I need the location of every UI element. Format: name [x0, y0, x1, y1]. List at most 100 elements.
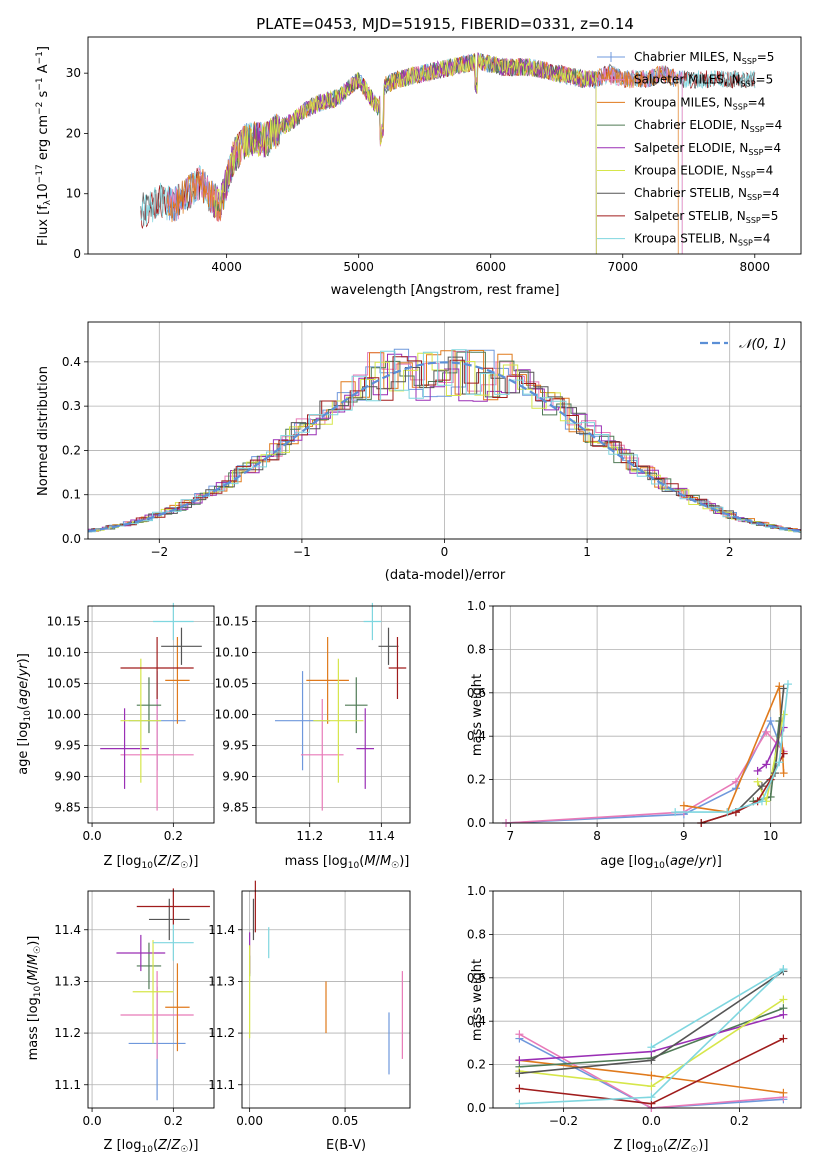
mw-z-ylabel: mass weight: [470, 959, 485, 1041]
age-vs-metallicity-panel: 0.0 0.2 9.85 9.90 9.95 10.00 10.05 10.10 10.15: [47, 602, 215, 843]
x-tick-label: 0.2: [164, 1114, 183, 1128]
age-mass-xlabel: mass [log10(M/M☉)]: [285, 854, 410, 871]
y-tick-label: 11.3: [54, 974, 81, 988]
figure-title: PLATE=0453, MJD=51915, FIBERID=0331, z=0…: [256, 15, 634, 33]
x-tick-label: 2: [726, 545, 734, 559]
spectrum-line-krou_elodie: [213, 53, 597, 254]
y-tick-label: 11.2: [208, 1026, 235, 1040]
mass-z-xlabel: Z [log10(Z/Z☉)]: [104, 1138, 199, 1155]
mw-z-xlabel: Z [log10(Z/Z☉)]: [614, 1138, 709, 1155]
residuals-xlabel: (data-model)/error: [385, 568, 506, 583]
y-tick-label: 9.95: [54, 739, 81, 753]
y-tick-label: 0.4: [467, 1014, 486, 1028]
y-tick-label: 0.3: [62, 399, 81, 413]
axes-frame: [87, 36, 802, 255]
residuals-ylabel: Normed distribution: [36, 366, 51, 496]
y-tick-label: 11.4: [208, 923, 235, 937]
y-tick-label: 0.6: [467, 971, 486, 985]
y-tick-label: 10.10: [47, 646, 81, 660]
legend-label-salp_stelib: Salpeter STELIB, NSSP=5: [634, 209, 778, 225]
mw-line-krou_stelib: [650, 968, 784, 1048]
age-z-xlabel: Z [log10(Z/Z☉)]: [104, 854, 199, 871]
axes-frame: [492, 890, 802, 1109]
y-tick-label: 11.4: [54, 923, 81, 937]
mw-line-chab_stelib: [700, 688, 785, 824]
mass-vs-ebv-panel: 0.00 0.05 11.1 11.2 11.3 11.4: [208, 880, 411, 1128]
residual-hist-chab_elodie: [88, 351, 801, 533]
y-tick-label: 9.85: [54, 801, 81, 815]
y-tick-label: 0.0: [467, 816, 486, 830]
x-tick-label: 4000: [211, 260, 242, 274]
normal-curve: [87, 361, 802, 533]
legend-label-krou_stelib: Kroupa STELIB, NSSP=4: [634, 232, 771, 248]
legend-label-chab_miles: Chabrier MILES, NSSP=5: [634, 50, 774, 66]
x-tick-label: 8: [593, 829, 601, 843]
legend-label-normal: 𝒩(0, 1): [739, 337, 786, 352]
x-tick-label: 11.4: [368, 829, 395, 843]
axes-frame: [255, 605, 411, 824]
legend-label-krou_elodie: Kroupa ELODIE, NSSP=4: [634, 164, 773, 180]
x-tick-label: −0.2: [549, 1114, 578, 1128]
mw-age-ylabel: mass weight: [470, 674, 485, 756]
spectrum-panel: 4000 5000 6000 7000 8000 0 10 20 30 Chabrier MILE…: [66, 36, 802, 274]
mass-vs-metallicity-panel: 0.0 0.2 11.1 11.2 11.3 11.4: [54, 888, 215, 1128]
mass-weight-vs-metallicity-panel: −0.2 0.0 0.2 0.0 0.2 0.4 0.6 0.8 1.0: [467, 884, 802, 1128]
y-tick-label: 9.90: [54, 770, 81, 784]
y-tick-label: 10.05: [47, 677, 81, 691]
y-tick-label: 9.90: [222, 770, 249, 784]
axes-frame: [87, 321, 802, 540]
residuals-panel: −2 −1 0 1 2 0.0 0.1 0.2 0.3 0.4 𝒩(0, 1): [62, 321, 802, 559]
residual-hist-chab_stelib: [88, 356, 801, 533]
y-tick-label: 0.1: [62, 488, 81, 502]
x-tick-label: 9: [680, 829, 688, 843]
y-tick-label: 0.0: [467, 1101, 486, 1115]
y-tick-label: 0.4: [62, 355, 81, 369]
legend-label-krou_miles: Kroupa MILES, NSSP=4: [634, 95, 765, 111]
x-tick-label: 1: [583, 545, 591, 559]
axes-frame: [492, 605, 802, 824]
legend-label-chab_elodie: Chabrier ELODIE, NSSP=4: [634, 118, 782, 134]
y-tick-label: 0.2: [467, 773, 486, 787]
x-tick-label: 0.05: [332, 1114, 359, 1128]
spectrum-legend: Chabrier MILES, NSSP=5 Salpeter MILES, NS…: [597, 50, 782, 248]
y-tick-label: 0.2: [62, 443, 81, 457]
x-tick-label: 7: [507, 829, 515, 843]
x-tick-label: −1: [293, 545, 311, 559]
y-tick-label: 10.15: [47, 615, 81, 629]
axes-frame: [241, 890, 411, 1109]
mass-weight-vs-age-panel: 7 8 9 10 0.0 0.2 0.4 0.6 0.8 1.0: [467, 599, 802, 843]
residual-hist-salp_stelib: [88, 356, 801, 532]
y-tick-label: 9.95: [222, 739, 249, 753]
spectrum-line-chab_elodie: [213, 54, 597, 254]
legend-label-salp_elodie: Salpeter ELODIE, NSSP=4: [634, 141, 781, 157]
x-tick-label: 0.0: [83, 1114, 102, 1128]
y-tick-label: 0: [73, 247, 81, 261]
x-tick-label: 0.0: [83, 829, 102, 843]
y-tick-label: 0.6: [467, 686, 486, 700]
x-tick-label: 0: [441, 545, 449, 559]
y-tick-label: 10.15: [215, 615, 249, 629]
y-tick-label: 0.4: [467, 729, 486, 743]
axes-frame: [87, 890, 215, 1109]
y-tick-label: 10.00: [47, 708, 81, 722]
x-tick-label: 10: [763, 829, 778, 843]
x-tick-label: 7000: [607, 260, 638, 274]
mass-z-ylabel: mass [log10(M/M☉)]: [26, 936, 43, 1061]
x-tick-label: 6000: [475, 260, 506, 274]
mw-line-krou_miles: [683, 685, 785, 813]
spectrum-xlabel: wavelength [Angstrom, rest frame]: [331, 283, 560, 298]
x-tick-label: 0.2: [164, 829, 183, 843]
x-tick-label: 8000: [740, 260, 771, 274]
x-tick-label: 11.2: [296, 829, 323, 843]
ebv-xlabel: E(B-V): [326, 1138, 366, 1153]
age-z-ylabel: age [log10(age/yr)]: [16, 653, 33, 775]
axes-frame: [87, 605, 215, 824]
y-tick-label: 0.8: [467, 642, 486, 656]
y-tick-label: 11.1: [54, 1078, 81, 1092]
x-tick-label: 5000: [343, 260, 374, 274]
spectrum-ylabel: Flux [fλ10−17 erg cm−2 s−1 A−1]: [35, 46, 53, 246]
mw-age-xlabel: age [log10(age/yr)]: [600, 854, 722, 871]
residual-hist-krou_elodie: [88, 352, 801, 533]
legend-label-chab_stelib: Chabrier STELIB, NSSP=4: [634, 186, 780, 202]
